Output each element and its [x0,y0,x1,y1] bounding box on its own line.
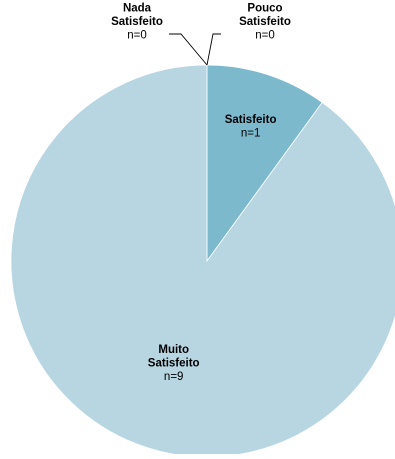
slice-label-nada-satisfeito-line-1: Satisfeito [111,16,163,28]
pie-slices [10,64,395,458]
slice-count-satisfeito: n=1 [241,128,261,140]
leader-lines [169,33,221,66]
pie-slice-muito-satisfeito [10,64,395,458]
pie-slice-satisfeito [206,64,323,263]
slice-count-nada-satisfeito: n=0 [127,30,147,42]
slice-label-muito-satisfeito-line-0: Muito [158,344,189,356]
slice-labels: NadaSatisfeiton=0PoucoSatisfeiton=0Satis… [111,3,291,384]
leader-line-pouco-satisfeito [206,33,221,66]
slice-count-pouco-satisfeito: n=0 [255,30,275,42]
slice-label-pouco-satisfeito-line-0: Pouco [247,3,282,15]
leader-line-nada-satisfeito [169,33,208,66]
slice-label-satisfeito-line-0: Satisfeito [225,114,277,126]
slice-count-muito-satisfeito: n=9 [164,371,184,383]
slice-label-pouco-satisfeito-line-1: Satisfeito [239,16,291,28]
slice-label-muito-satisfeito-line-1: Satisfeito [148,358,200,370]
slice-label-nada-satisfeito-line-0: Nada [123,3,152,15]
